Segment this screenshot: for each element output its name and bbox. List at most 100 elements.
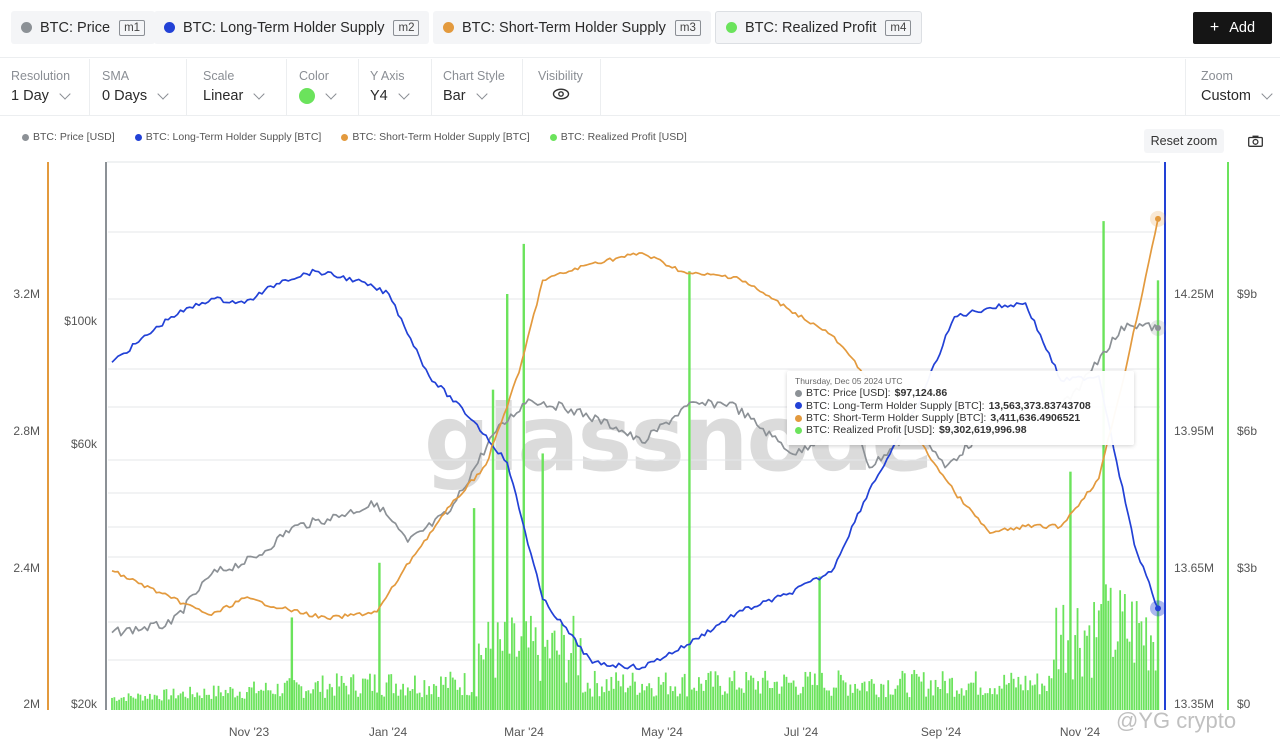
y-rp-tick: $0	[1237, 697, 1251, 711]
chart-tooltip: Thursday, Dec 05 2024 UTC BTC: Price [US…	[787, 371, 1134, 445]
chart-style-select[interactable]: Chart Style Bar	[432, 59, 523, 116]
legend-dot	[134, 133, 142, 141]
color-swatch	[299, 88, 315, 104]
y-sth-tick: 3.2M	[13, 287, 40, 301]
legend-item-price[interactable]: BTC: Price [USD]	[22, 131, 115, 143]
x-tick: Nov '23	[228, 725, 270, 739]
y-rp-tick: $6b	[1237, 424, 1258, 438]
metric-chip-sth-supply[interactable]: BTC: Short-Term Holder Supply m3	[433, 11, 711, 44]
sma-select[interactable]: SMA 0 Days	[91, 59, 187, 116]
tooltip-dot	[795, 402, 802, 410]
zoom-value: Custom	[1201, 88, 1251, 104]
scale-select[interactable]: Scale Linear	[192, 59, 287, 116]
legend-label: BTC: Price [USD]	[33, 131, 115, 143]
tooltip-date: Thursday, Dec 05 2024 UTC	[795, 376, 903, 386]
add-metric-button[interactable]: + Add	[1193, 12, 1272, 44]
y-lth-tick: 13.95M	[1174, 424, 1215, 438]
metric-label: BTC: Short-Term Holder Supply	[462, 19, 666, 36]
chart-controls: Resolution 1 Day SMA 0 Days Scale Linear…	[0, 59, 1280, 116]
plus-icon: +	[1209, 19, 1220, 36]
add-label: Add	[1229, 20, 1256, 36]
legend-item-lth[interactable]: BTC: Long-Term Holder Supply [BTC]	[134, 131, 322, 143]
y-sth-tick: 2.8M	[13, 424, 40, 438]
y-axis-select[interactable]: Y Axis Y4	[359, 59, 432, 116]
tooltip-dot	[795, 426, 802, 434]
x-tick: May '24	[641, 725, 683, 739]
tooltip-label: BTC: Price [USD]:	[806, 387, 891, 400]
scale-label: Scale	[203, 69, 235, 83]
price-color-dot	[21, 22, 32, 33]
resolution-value: 1 Day	[11, 88, 49, 104]
lth-color-dot	[164, 22, 175, 33]
tooltip-dot	[795, 414, 802, 422]
reset-zoom-button[interactable]: Reset zoom	[1144, 129, 1224, 153]
y-price-tick: $60k	[70, 437, 97, 451]
color-label: Color	[299, 69, 329, 83]
legend-dot	[341, 133, 349, 141]
eye-icon	[552, 88, 570, 100]
tooltip-value: 3,411,636.4906521	[990, 411, 1081, 424]
y-lth-tick: 14.25M	[1174, 287, 1215, 301]
legend-item-sth[interactable]: BTC: Short-Term Holder Supply [BTC]	[341, 131, 530, 143]
metric-label: BTC: Price	[40, 19, 111, 36]
resolution-label: Resolution	[11, 69, 71, 83]
tooltip-value: 13,563,373.83743708	[988, 399, 1091, 412]
metric-label: BTC: Long-Term Holder Supply	[183, 19, 385, 36]
tooltip-row-price: BTC: Price [USD]: $97,124.86	[795, 387, 1126, 399]
tooltip-value: $97,124.86	[894, 387, 948, 400]
y-rp-tick: $3b	[1237, 561, 1258, 575]
y-sth-tick: 2.4M	[13, 561, 40, 575]
x-tick: Mar '24	[504, 725, 544, 739]
tooltip-row-lth: BTC: Long-Term Holder Supply [BTC]: 13,5…	[795, 400, 1126, 412]
metric-tag: m3	[674, 19, 701, 36]
visibility-label: Visibility	[538, 69, 583, 83]
metric-chip-realized-profit[interactable]: BTC: Realized Profit m4	[715, 11, 923, 44]
sma-label: SMA	[102, 69, 130, 83]
tooltip-value: $9,302,619,996.98	[938, 424, 1027, 437]
legend-dot	[549, 133, 557, 141]
chart-style-value: Bar	[443, 88, 466, 104]
visibility-toggle[interactable]: Visibility	[527, 59, 601, 116]
tooltip-dot	[795, 389, 802, 397]
rp-color-dot	[726, 22, 737, 33]
author-credit: @YG crypto	[1116, 708, 1237, 733]
legend-label: BTC: Long-Term Holder Supply [BTC]	[145, 131, 322, 143]
scale-value: Linear	[203, 88, 244, 104]
y-sth-tick: 2M	[23, 697, 40, 711]
metric-chip-lth-supply[interactable]: BTC: Long-Term Holder Supply m2	[154, 11, 430, 44]
legend-item-rp[interactable]: BTC: Realized Profit [USD]	[549, 131, 687, 143]
metric-label: BTC: Realized Profit	[745, 19, 877, 36]
x-tick: Nov '24	[1059, 725, 1101, 739]
metric-tag: m4	[885, 19, 912, 36]
zoom-label: Zoom	[1201, 69, 1233, 83]
camera-icon[interactable]	[1248, 135, 1263, 147]
resolution-select[interactable]: Resolution 1 Day	[0, 59, 90, 116]
zoom-select[interactable]: Zoom Custom	[1185, 59, 1280, 116]
chart-legend: BTC: Price [USD] BTC: Long-Term Holder S…	[22, 131, 687, 143]
y-lth-tick: 13.65M	[1174, 561, 1215, 575]
y-axis-value: Y4	[370, 88, 388, 104]
metric-chip-price[interactable]: BTC: Price m1	[11, 11, 156, 44]
x-tick: Jan '24	[368, 725, 408, 739]
tooltip-label: BTC: Realized Profit [USD]:	[806, 424, 935, 437]
y-price-tick: $100k	[64, 314, 97, 328]
y-lth-tick: 13.35M	[1174, 697, 1215, 711]
x-tick: Jul '24	[783, 725, 819, 739]
x-tick: Sep '24	[920, 725, 962, 739]
tooltip-row-sth: BTC: Short-Term Holder Supply [BTC]: 3,4…	[795, 412, 1126, 424]
y-axis-label: Y Axis	[370, 69, 405, 83]
color-select[interactable]: Color	[288, 59, 359, 116]
sth-color-dot	[443, 22, 454, 33]
metric-tag: m1	[119, 19, 146, 36]
chart-style-label: Chart Style	[443, 69, 505, 83]
y-rp-tick: $9b	[1237, 287, 1258, 301]
legend-dot	[22, 133, 29, 141]
tooltip-row-rp: BTC: Realized Profit [USD]: $9,302,619,9…	[795, 424, 1126, 436]
metric-tag: m2	[393, 19, 420, 36]
tooltip-label: BTC: Short-Term Holder Supply [BTC]:	[806, 411, 987, 424]
sma-value: 0 Days	[102, 88, 148, 104]
metric-bar: BTC: Price m1 BTC: Long-Term Holder Supp…	[0, 0, 1280, 58]
legend-label: BTC: Realized Profit [USD]	[560, 131, 687, 143]
y-price-tick: $20k	[70, 697, 97, 711]
